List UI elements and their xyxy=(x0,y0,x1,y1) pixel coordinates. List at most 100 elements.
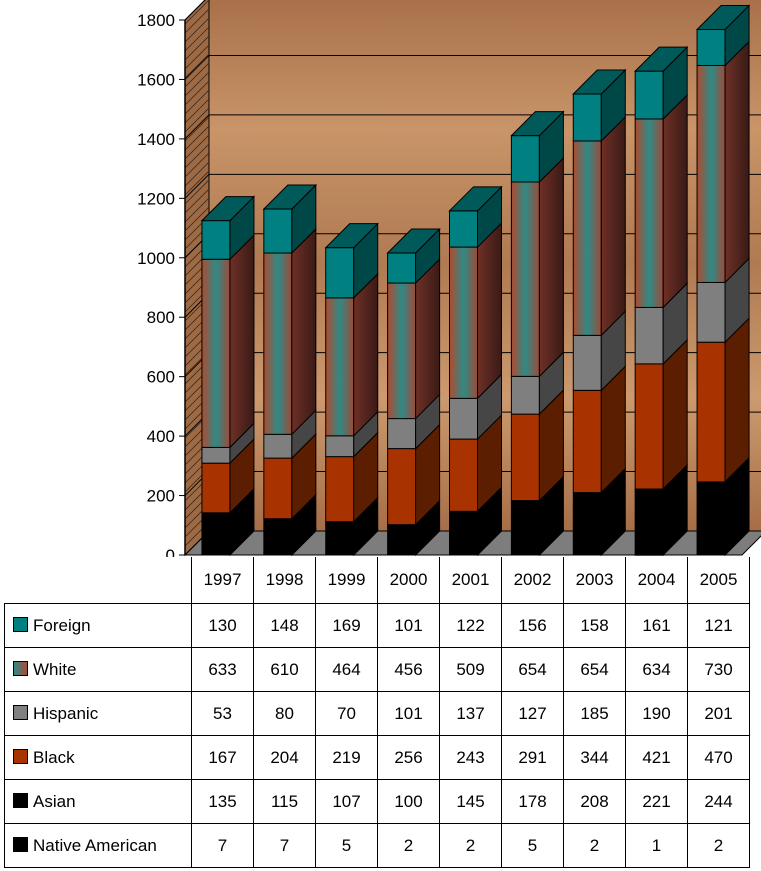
data-label: 201 xyxy=(687,691,750,736)
table-corner xyxy=(4,557,192,604)
bar-foreign xyxy=(325,247,355,299)
data-label: 158 xyxy=(563,603,626,648)
gridline-side xyxy=(184,0,206,21)
bar-white xyxy=(696,64,726,283)
data-label: 730 xyxy=(687,647,750,692)
series-name: Asian xyxy=(33,791,76,811)
bar-black xyxy=(387,448,417,526)
legend-swatch xyxy=(13,792,28,808)
bar-asian xyxy=(634,488,664,556)
bar-foreign xyxy=(572,93,602,142)
wall-texture-line xyxy=(184,188,210,214)
gridline-side xyxy=(184,114,210,140)
bar-asian xyxy=(387,524,417,555)
bar-hispanic xyxy=(634,306,664,365)
table-row: White 633 610 464 456 509 654 654 634 730 xyxy=(4,647,750,692)
bar-white xyxy=(449,246,478,399)
legend-swatch xyxy=(13,748,28,764)
bar-asian xyxy=(696,481,726,555)
bar-top xyxy=(572,69,627,95)
bar-hispanic xyxy=(449,397,478,440)
y-tick-label: 1800 xyxy=(137,11,175,30)
x-tick-label: 1997 xyxy=(191,557,254,604)
data-label: 243 xyxy=(439,735,502,780)
bar-top xyxy=(262,184,318,210)
series-name: Native American xyxy=(33,835,157,855)
x-tick-label: 2001 xyxy=(439,557,502,604)
bar-hispanic xyxy=(696,281,726,343)
y-tick-label: 600 xyxy=(147,368,175,387)
bar-white xyxy=(387,282,417,420)
legend-entry: White xyxy=(4,647,192,692)
wall-texture-line xyxy=(184,44,210,70)
data-label: 2 xyxy=(377,823,440,868)
data-label: 156 xyxy=(501,603,564,648)
data-label: 2 xyxy=(563,823,626,868)
data-label: 80 xyxy=(253,691,316,736)
bar-white xyxy=(634,118,664,308)
bar-black xyxy=(263,457,293,520)
wall-texture-line xyxy=(184,206,210,232)
data-label: 122 xyxy=(439,603,502,648)
legend-entry: Asian xyxy=(4,779,192,824)
data-label: 135 xyxy=(191,779,254,824)
bar-asian xyxy=(325,521,355,555)
data-label: 654 xyxy=(501,647,564,692)
table-row: Asian 135 115 107 100 145 178 208 221 244 xyxy=(4,779,750,824)
wall-texture-line xyxy=(184,197,210,223)
data-label: 178 xyxy=(501,779,564,824)
wall-texture-line xyxy=(184,134,210,160)
legend-entry: Black xyxy=(4,735,192,780)
bar-side-white xyxy=(229,234,255,449)
wall-texture-line xyxy=(184,26,210,52)
series-name: White xyxy=(33,659,77,679)
bar-foreign xyxy=(387,252,417,284)
bar-white xyxy=(510,181,540,377)
legend-swatch xyxy=(13,836,28,852)
wall-texture-line xyxy=(184,62,210,88)
data-label: 634 xyxy=(625,647,688,692)
bar-hispanic xyxy=(387,418,417,450)
wall-texture-line xyxy=(184,89,210,115)
bar-foreign xyxy=(263,208,293,254)
series-name: Black xyxy=(33,747,75,767)
series-name: Foreign xyxy=(33,615,91,635)
bar-top xyxy=(633,46,689,72)
bar-top xyxy=(510,111,565,137)
wall-texture-line xyxy=(184,143,210,169)
data-label: 654 xyxy=(563,647,626,692)
data-label: 145 xyxy=(439,779,502,824)
data-label: 204 xyxy=(253,735,316,780)
bar-asian xyxy=(572,492,602,555)
data-label: 470 xyxy=(687,735,750,780)
bar-asian xyxy=(510,500,540,555)
bar-black xyxy=(696,341,726,483)
bar-hispanic xyxy=(572,334,602,391)
data-label: 7 xyxy=(253,823,316,868)
bar-black xyxy=(201,462,231,514)
data-label: 610 xyxy=(253,647,316,692)
wall-texture-line xyxy=(184,35,210,61)
data-label: 2 xyxy=(687,823,750,868)
wall-texture-line xyxy=(184,179,210,205)
data-label: 161 xyxy=(625,603,688,648)
bar-black xyxy=(510,413,540,502)
x-tick-label: 2004 xyxy=(625,557,688,604)
table-row: Hispanic 53 80 70 101 137 127 185 190 201 xyxy=(4,691,750,736)
wall-texture-line xyxy=(184,71,210,97)
legend-entry: Hispanic xyxy=(4,691,192,736)
bar-white xyxy=(325,297,355,437)
wall-texture-line xyxy=(184,125,210,151)
data-label: 244 xyxy=(687,779,750,824)
data-label: 100 xyxy=(377,779,440,824)
bar-top xyxy=(386,228,441,254)
table-row: Foreign 130 148 169 101 122 156 158 161 121 xyxy=(4,603,750,648)
bar-top xyxy=(324,223,379,249)
y-tick-label: 200 xyxy=(147,487,175,506)
bar-top xyxy=(200,196,256,222)
bar-side-white xyxy=(291,227,317,436)
gridline-side xyxy=(184,55,210,80)
series-name: Hispanic xyxy=(33,703,99,723)
data-label: 7 xyxy=(191,823,254,868)
bar-asian xyxy=(449,510,478,555)
